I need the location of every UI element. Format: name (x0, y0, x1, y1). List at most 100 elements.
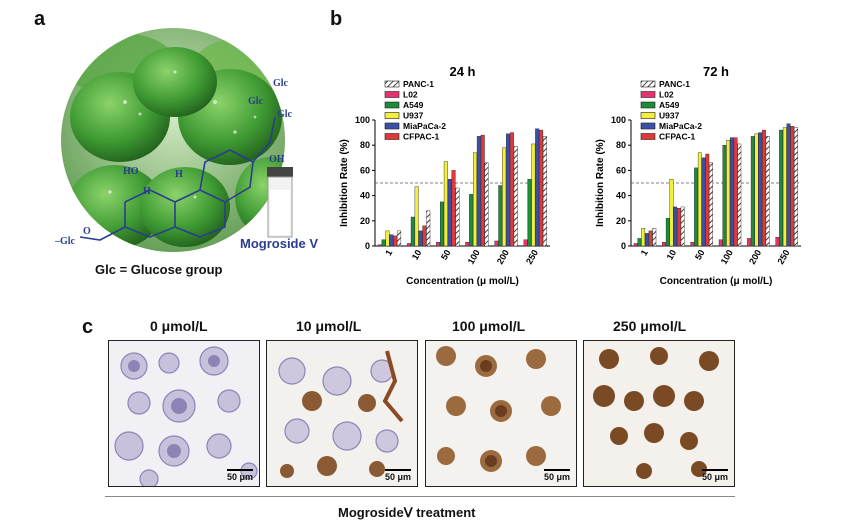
x-tick-label: 200 (495, 248, 511, 266)
bar (694, 167, 699, 247)
micrograph-100: 50 μm (425, 340, 577, 487)
bar (447, 179, 452, 247)
bar (718, 239, 723, 247)
bar (469, 194, 474, 247)
bar (393, 235, 398, 247)
legend-swatch (640, 101, 656, 109)
bar (677, 207, 681, 247)
bar (439, 201, 444, 247)
legend-swatch (640, 80, 656, 88)
bar (414, 186, 419, 247)
bar (473, 152, 477, 247)
y-axis-label: Inhibition Rate (%) (339, 139, 350, 227)
legend-swatch (384, 91, 400, 98)
structure-label-h-2: H (175, 169, 183, 180)
glucose-caption: Glc = Glucose group (95, 262, 223, 277)
x-tick-label: 50 (439, 248, 453, 262)
bar (418, 230, 423, 247)
bar (422, 225, 427, 247)
legend-swatch (384, 112, 400, 119)
scale-bar-250: 50 μm (701, 469, 729, 482)
bar (410, 216, 415, 247)
x-tick-label: 250 (524, 248, 540, 266)
legend-label: PANC-1 (403, 79, 434, 89)
bar (709, 162, 713, 247)
legend-label: MiaPaCa-2 (659, 121, 702, 131)
bar (722, 144, 727, 247)
bar (662, 242, 666, 247)
legend-label: MiaPaCa-2 (403, 121, 446, 131)
x-tick-label: 1 (639, 248, 650, 257)
x-tick-label: 200 (747, 248, 763, 266)
y-tick-label: 20 (360, 216, 370, 226)
micrograph-100-image (436, 346, 561, 472)
x-axis-label: Concentration (μ mol/L) (406, 276, 519, 287)
mogroside-illustration: Glc Glc Glc OH HO H H Glc—Glc O (55, 28, 293, 252)
legend-label: PANC-1 (659, 79, 690, 89)
structure-label-oh: OH (269, 154, 285, 165)
bar (502, 147, 507, 247)
y-tick-label: 80 (360, 140, 370, 150)
bar (406, 243, 411, 247)
structure-label-glc-glc: Glc—Glc (55, 236, 76, 247)
y-tick-label: 60 (616, 165, 626, 175)
conc-label-0: 0 μmol/L (150, 318, 208, 334)
legend-swatch (640, 122, 656, 130)
x-axis-label: Concentration (μ mol/L) (660, 276, 773, 287)
bar (786, 123, 791, 247)
bar (451, 170, 456, 247)
y-tick-label: 0 (621, 241, 626, 251)
structure-label-h-1: H (143, 186, 151, 197)
structure-label-o: O (83, 226, 91, 237)
legend-label: CFPAC-1 (403, 132, 439, 142)
bar (747, 238, 751, 247)
panel-letter-a: a (34, 8, 46, 30)
inhibition-charts: 24 hPANC-1L02A549U937MiaPaCa-2CFPAC-1020… (339, 64, 801, 287)
structure-label-glc-3: Glc (277, 109, 293, 120)
scale-bar-0: 50 μm (226, 469, 254, 482)
bar (652, 228, 657, 247)
micrograph-250: 50 μm (583, 340, 735, 487)
bar (762, 129, 766, 247)
legend-label: L02 (403, 90, 418, 100)
bar (506, 133, 511, 247)
panel-letter-b: b (330, 8, 343, 30)
bar (754, 133, 759, 247)
bar (498, 185, 503, 247)
panel-letter-c: c (82, 316, 94, 338)
conc-label-100: 100 μmol/L (452, 318, 526, 334)
legend-swatch (384, 133, 400, 140)
bar (426, 210, 431, 247)
bar (476, 136, 481, 247)
bar (641, 228, 646, 247)
legend-swatch (640, 91, 656, 98)
bar (726, 139, 731, 247)
bar (480, 134, 485, 247)
bar (637, 238, 642, 247)
bar (465, 242, 470, 247)
bar (494, 240, 499, 247)
molecule-structure (79, 116, 276, 241)
legend-label: L02 (659, 90, 674, 100)
bar (779, 129, 784, 247)
bar (535, 128, 540, 247)
x-tick-label: 50 (693, 248, 707, 262)
x-tick-label: 100 (719, 248, 735, 266)
bar (790, 126, 795, 247)
bar (381, 239, 386, 247)
bar (455, 187, 460, 247)
x-tick-label: 10 (410, 248, 424, 262)
y-tick-label: 20 (616, 216, 626, 226)
legend-swatch (384, 101, 400, 109)
y-tick-label: 40 (360, 191, 370, 201)
bar (733, 137, 738, 247)
treatment-divider (105, 496, 735, 497)
legend-label: CFPAC-1 (659, 132, 695, 142)
y-tick-label: 80 (616, 140, 626, 150)
micrograph-10: 50 μm (266, 340, 418, 487)
scale-bar-100: 50 μm (543, 469, 571, 482)
conc-label-250: 250 μmol/L (613, 318, 687, 334)
bar (729, 137, 734, 247)
bar (750, 136, 755, 247)
bar (377, 244, 382, 247)
